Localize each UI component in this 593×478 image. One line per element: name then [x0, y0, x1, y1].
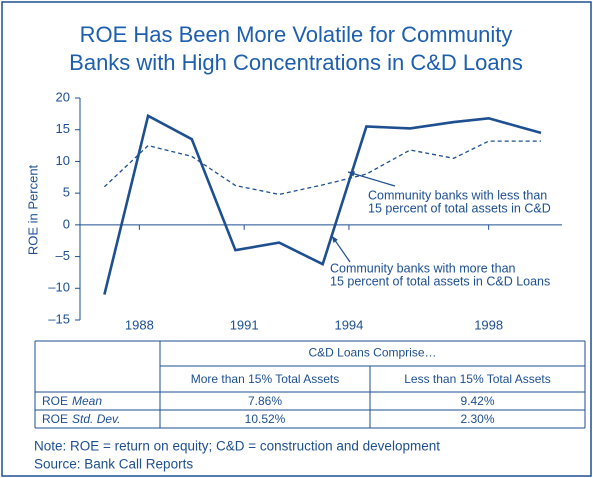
series-line — [103, 113, 542, 295]
row-label: ROE — [42, 394, 68, 408]
x-tick-label: 1991 — [230, 317, 259, 332]
row-label-em: Std. Dev. — [72, 412, 120, 426]
arrow-head — [348, 171, 355, 177]
y-tick-label: 0 — [63, 216, 70, 231]
arrow-head — [332, 236, 338, 243]
y-tick-label: –10 — [48, 280, 70, 295]
annotation-arrow — [347, 171, 396, 187]
table-cell: 7.86% — [248, 394, 282, 408]
row-label-em: Mean — [72, 394, 102, 408]
table-group-header: C&D Loans Comprise… — [308, 346, 436, 360]
y-tick-label: –5 — [56, 248, 70, 263]
series-line — [103, 140, 541, 196]
y-tick-label: 15 — [56, 121, 70, 136]
chart-title: ROE Has Been More Volatile for Community — [80, 22, 513, 47]
y-tick-label: 10 — [56, 153, 70, 168]
annotation: Community banks with less than — [368, 188, 547, 202]
table-cell: 2.30% — [460, 412, 494, 426]
note: Source: Bank Call Reports — [34, 457, 193, 472]
y-tick-label: –15 — [48, 311, 70, 326]
y-tick-label: 20 — [56, 89, 70, 104]
x-tick-label: 1998 — [474, 317, 503, 332]
table-row-label: ROE Mean — [42, 394, 102, 408]
y-tick-label: 5 — [63, 185, 70, 200]
annotation: Community banks with more than — [330, 261, 516, 275]
table-column-header: More than 15% Total Assets — [191, 372, 340, 386]
annotation: 15 percent of total assets in C&D — [368, 201, 551, 215]
x-tick-label: 1988 — [125, 317, 154, 332]
table-column-header: Less than 15% Total Assets — [404, 372, 551, 386]
table-row-label: ROE Std. Dev. — [42, 412, 120, 426]
annotation: 15 percent of total assets in C&D Loans — [330, 274, 550, 288]
table-cell: 9.42% — [460, 394, 494, 408]
chart-title: Banks with High Concentrations in C&D Lo… — [69, 50, 523, 75]
x-tick-label: 1994 — [334, 317, 363, 332]
y-axis-label: ROE in Percent — [25, 164, 40, 255]
note: Note: ROE = return on equity; C&D = cons… — [34, 439, 440, 454]
row-label: ROE — [42, 412, 68, 426]
table-cell: 10.52% — [245, 412, 286, 426]
